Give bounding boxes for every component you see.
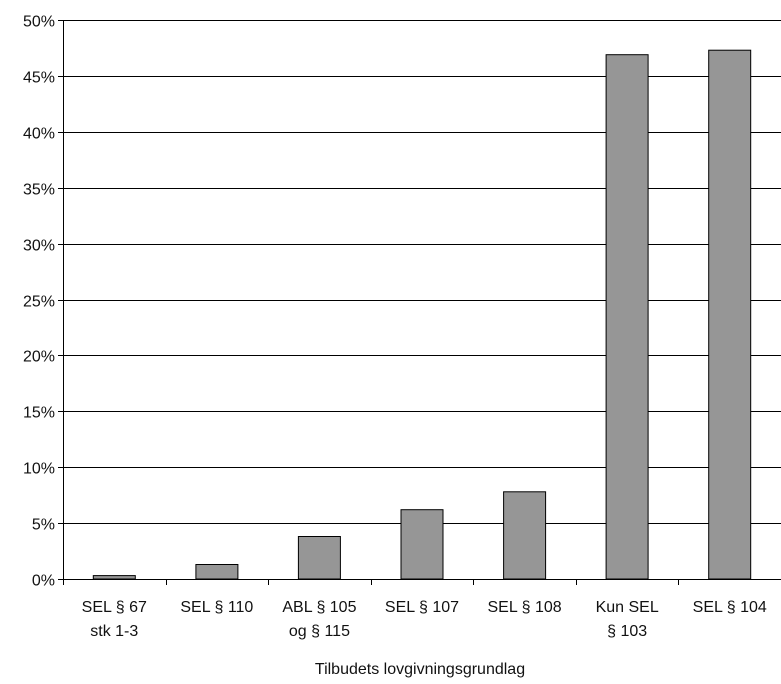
x-tick-label: ABL § 105 og § 115 <box>282 599 356 640</box>
x-tick-label: SEL § 110 <box>180 599 253 616</box>
bar <box>400 509 444 580</box>
x-tick-labels: SEL § 67 stk 1-3 SEL § 110 ABL § 105 og § 11… <box>82 599 767 640</box>
y-tick-label: 35% <box>23 182 55 199</box>
x-tick-label: SEL § 108 <box>488 599 562 616</box>
bar <box>503 491 547 580</box>
y-tick-label: 15% <box>23 405 55 422</box>
y-tick-label: 40% <box>23 126 55 143</box>
x-tick-label: SEL § 104 <box>693 599 767 616</box>
bar <box>297 536 341 580</box>
bars <box>92 49 752 580</box>
y-tick-label: 20% <box>23 349 55 366</box>
x-tick-label: Kun SEL § 103 <box>596 599 659 640</box>
bar <box>195 564 239 580</box>
y-tick-label: 45% <box>23 70 55 87</box>
x-axis-title: Tilbudets lovgivningsgrundlag <box>315 661 525 678</box>
gridlines <box>63 20 781 524</box>
y-tick-label: 25% <box>23 294 55 311</box>
y-tick-label: 10% <box>23 461 55 478</box>
x-tick-label: SEL § 67 stk 1-3 <box>82 599 147 640</box>
bar <box>708 49 752 580</box>
axes <box>58 20 781 585</box>
y-tick-label: 30% <box>23 238 55 255</box>
y-tick-label: 50% <box>23 14 55 31</box>
y-tick-labels: 0% 5% 10% 15% 20% 25% 30% 35% 40% 45% 50% <box>23 14 55 590</box>
y-tick-label: 5% <box>32 517 55 534</box>
x-tick-label: SEL § 107 <box>385 599 459 616</box>
bar <box>605 54 649 580</box>
y-tick-label: 0% <box>32 573 55 590</box>
bar <box>92 575 136 580</box>
